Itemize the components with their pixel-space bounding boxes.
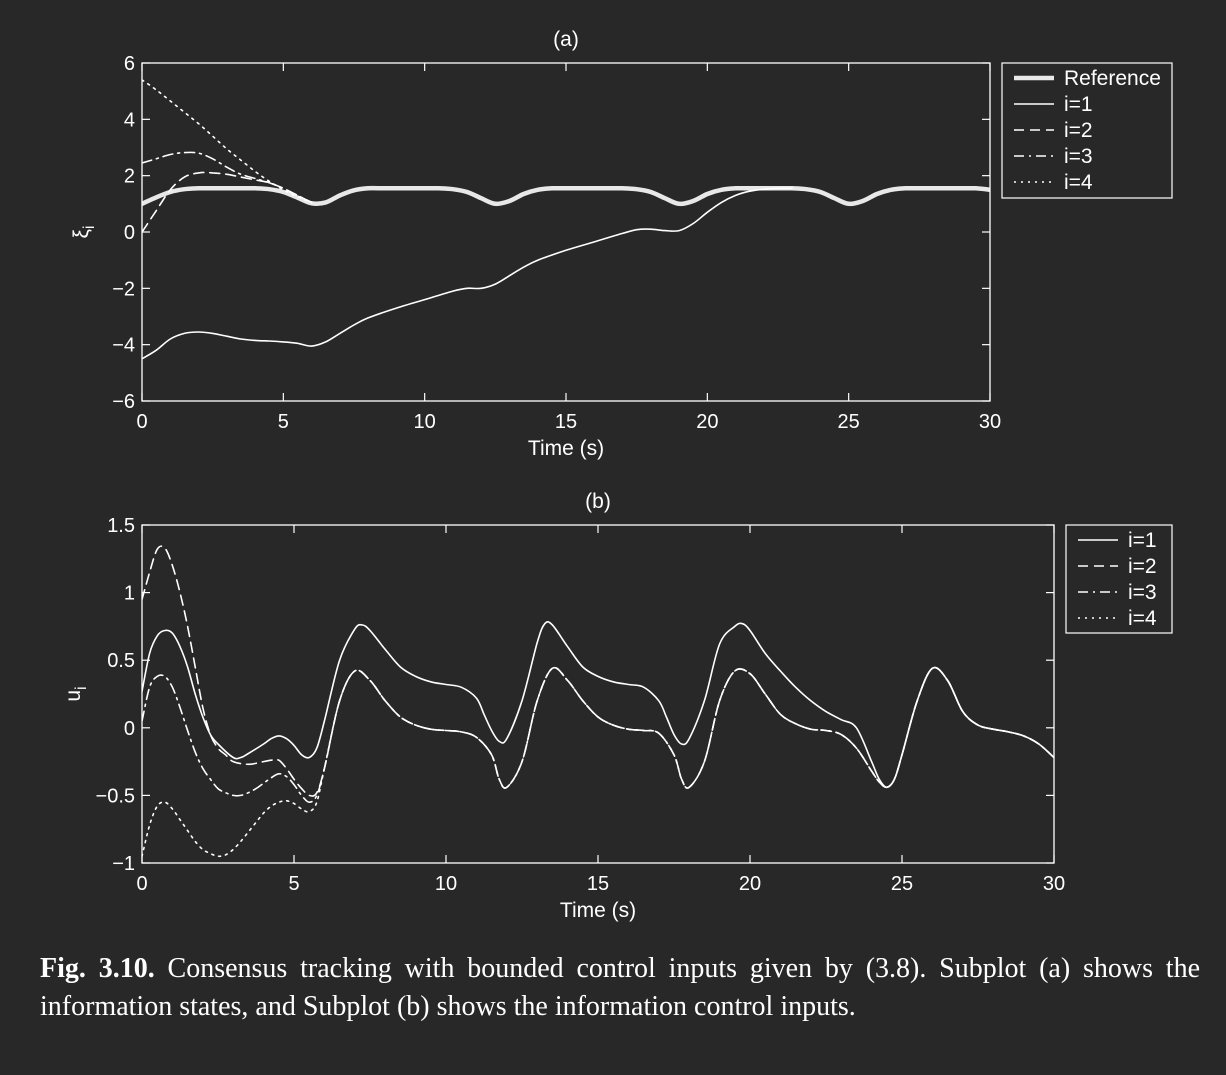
axes-frame xyxy=(141,524,1055,864)
subplot-a: 0 5 10 15 20 25 30 −6 −4 −2 0 2 4 6 (a) Time (s) ξi Refer… xyxy=(70,28,1173,460)
y-tick-label: 0 xyxy=(124,718,135,740)
legend-entry: i=4 xyxy=(1128,607,1157,630)
y-tick-label: −1 xyxy=(112,853,135,875)
y-tick-label: 0 xyxy=(124,222,135,244)
x-tick-label: 5 xyxy=(288,873,299,895)
legend-entry: i=3 xyxy=(1064,145,1093,168)
x-tick-label: 10 xyxy=(435,873,457,895)
y-tick-label: −6 xyxy=(112,391,135,413)
x-tick-label: 30 xyxy=(1043,873,1065,895)
subplot-b: 0 5 10 15 20 25 30−1−0.500.511.5(b)Time (s)uii… xyxy=(62,490,1173,922)
series-line-i4 xyxy=(142,79,313,204)
chart-title: (a) xyxy=(553,28,579,51)
series-line-i3 xyxy=(142,666,1054,803)
caption-label: Fig. 3.10. xyxy=(40,953,155,984)
x-tick-label: 20 xyxy=(696,411,718,433)
x-tick-label: 15 xyxy=(587,873,609,895)
legend-entry: i=2 xyxy=(1128,555,1157,578)
x-tick-label: 5 xyxy=(278,411,289,433)
x-axis-label: Time (s) xyxy=(528,437,604,460)
y-axis-label-main: ξ xyxy=(70,229,93,238)
legend: Reference i=1 i=2 i=3 i=4 xyxy=(1001,62,1173,199)
plot-area xyxy=(142,545,1054,858)
caption-text: Consensus tracking with bounded control … xyxy=(40,953,1200,1022)
y-axis-label: ξi xyxy=(70,226,98,239)
y-tick-label: −2 xyxy=(112,278,135,300)
y-tick-label: 4 xyxy=(124,109,135,131)
y-axis-label-subscript: i xyxy=(73,686,90,690)
series-line-i2 xyxy=(142,171,313,233)
y-axis-label-main: u xyxy=(62,690,85,702)
x-tick-label: 25 xyxy=(838,411,860,433)
plot-area xyxy=(142,79,990,360)
y-tick-label: 1.5 xyxy=(107,515,135,537)
legend-entry: i=1 xyxy=(1128,529,1157,552)
x-axis-label: Time (s) xyxy=(560,899,636,922)
x-tick-label: 15 xyxy=(555,411,577,433)
x-tick-label: 25 xyxy=(891,873,913,895)
legend: i=1 i=2 i=3 i=4 xyxy=(1065,524,1173,634)
legend-entry: Reference xyxy=(1064,67,1161,90)
y-tick-label: 0.5 xyxy=(107,650,135,672)
x-tick-label: 0 xyxy=(136,411,147,433)
y-tick-label: −4 xyxy=(112,335,135,357)
series-line-i1 xyxy=(142,187,793,360)
y-tick-label: 2 xyxy=(124,166,135,188)
x-tick-label: 20 xyxy=(739,873,761,895)
legend-entry: i=4 xyxy=(1064,171,1093,194)
series-line-i3 xyxy=(142,151,313,204)
series-line-i2 xyxy=(142,545,1054,797)
legend-entry: i=2 xyxy=(1064,119,1093,142)
x-tick-label: 10 xyxy=(414,411,436,433)
y-tick-label: 6 xyxy=(124,53,135,75)
legend-entry: i=3 xyxy=(1128,581,1157,604)
figure-caption: Fig. 3.10. Consensus tracking with bound… xyxy=(40,950,1200,1026)
x-tick-label: 30 xyxy=(979,411,1001,433)
legend-box xyxy=(1065,524,1173,634)
series-line-reference xyxy=(142,185,990,207)
series-line-i4 xyxy=(142,666,1054,858)
y-axis-label: ui xyxy=(62,686,90,701)
axes-frame xyxy=(141,62,991,402)
series-line-i1 xyxy=(142,621,1054,789)
y-tick-label: 1 xyxy=(124,583,135,605)
y-axis-label-subscript: i xyxy=(81,226,98,230)
legend-entry: i=1 xyxy=(1064,93,1093,116)
x-tick-label: 0 xyxy=(136,873,147,895)
chart-title: (b) xyxy=(585,490,611,513)
y-tick-label: −0.5 xyxy=(96,785,135,807)
